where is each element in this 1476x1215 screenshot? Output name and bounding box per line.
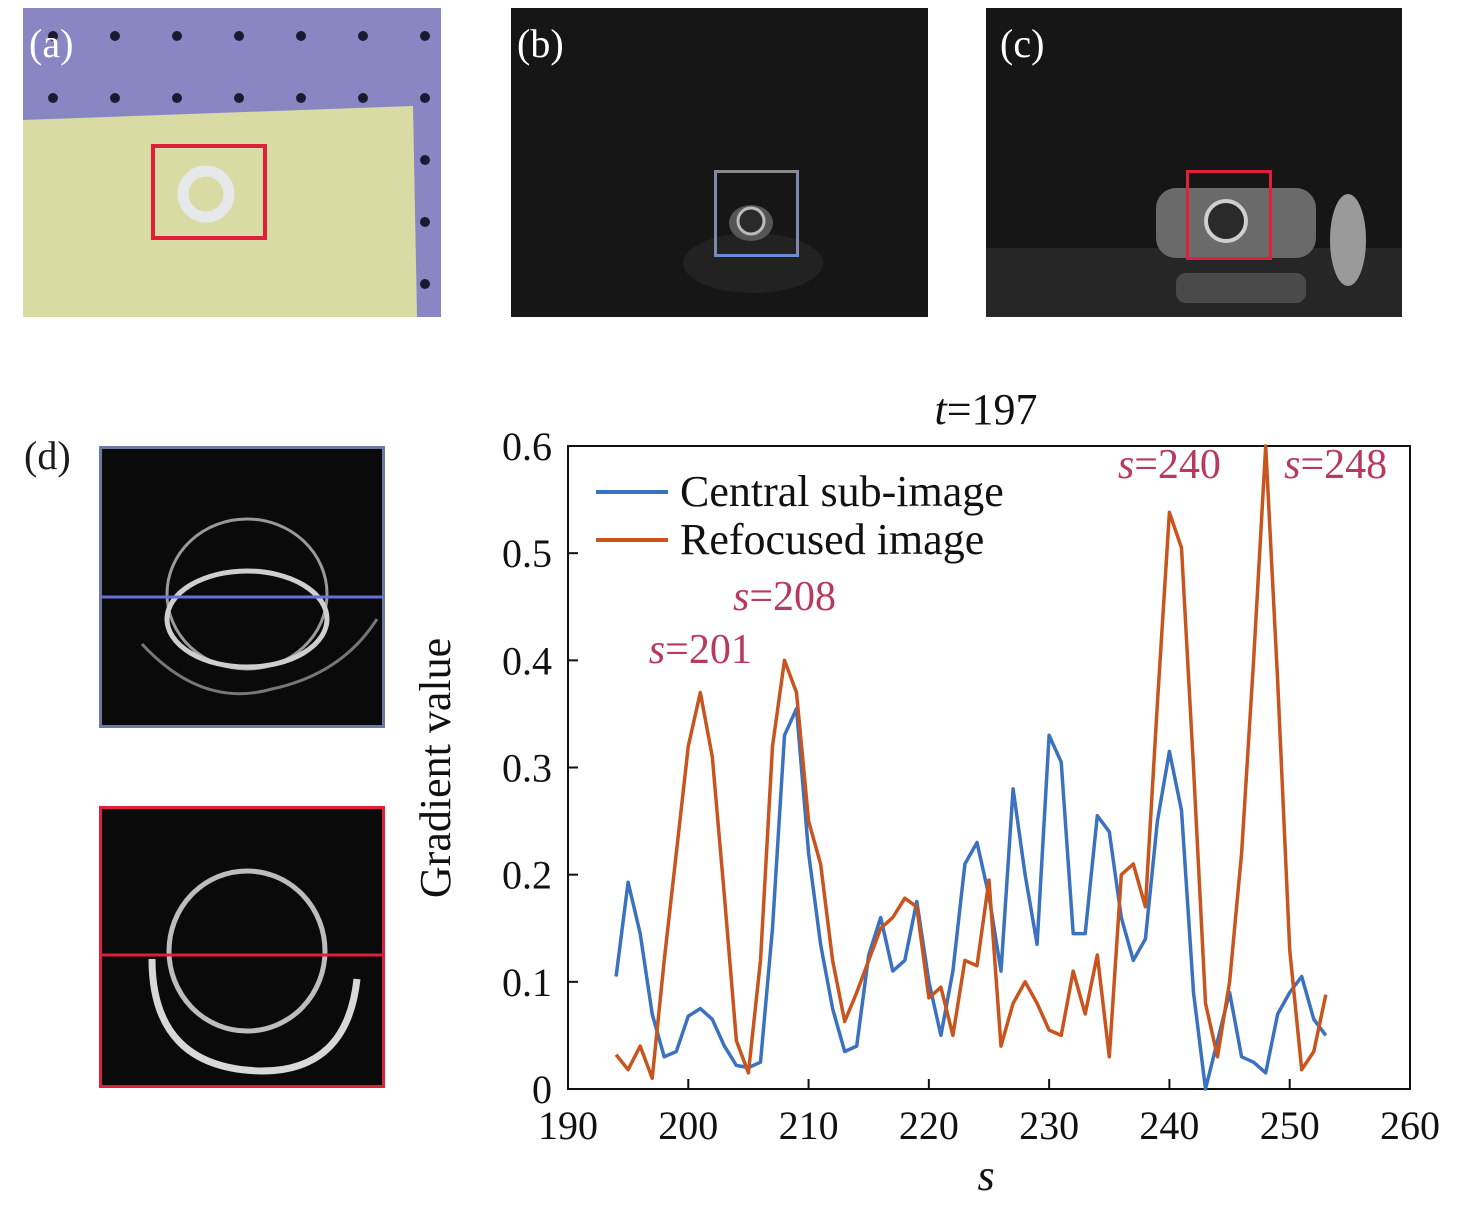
- panel-c-red-box: [1186, 170, 1272, 260]
- panel-a-label: (a): [29, 21, 74, 66]
- y-tick-label: 0.4: [502, 638, 552, 683]
- panel-b-box: [714, 170, 799, 257]
- legend: Central sub-image Refocused image: [596, 467, 1004, 564]
- panel-b-label: (b): [517, 21, 564, 66]
- legend-label-refocused: Refocused image: [680, 515, 984, 564]
- peak-annotation: s=201: [649, 627, 752, 673]
- panel-d-refocused-crop: [99, 806, 385, 1088]
- y-tick-label: 0.6: [502, 424, 552, 469]
- panel-c-image: (c): [986, 8, 1402, 317]
- x-tick-label: 260: [1380, 1103, 1440, 1148]
- ring-object: [177, 165, 235, 223]
- panel-a-red-box: [151, 144, 267, 240]
- series-line-refocused: [614, 444, 1328, 1081]
- y-tick-label: 0.1: [502, 960, 552, 1005]
- central-crop-scene: [102, 449, 382, 725]
- y-tick-label: 0.3: [502, 746, 552, 791]
- panel-c-scene: [986, 8, 1402, 317]
- x-tick-label: 250: [1260, 1103, 1320, 1148]
- y-tick-label: 0.5: [502, 531, 552, 576]
- panel-c-label: (c): [1000, 21, 1045, 66]
- x-tick-label: 240: [1139, 1103, 1199, 1148]
- refocused-crop-scene: [102, 809, 382, 1085]
- chart-title: t=197: [934, 385, 1037, 434]
- x-tick-label: 190: [538, 1103, 598, 1148]
- panel-b-image: (b): [511, 8, 928, 317]
- panel-b-scene: [511, 8, 928, 317]
- panel-a-photo: (a): [23, 8, 441, 317]
- peak-annotation: s=240: [1118, 442, 1221, 488]
- y-axis-label: Gradient value: [411, 638, 460, 898]
- legend-label-central: Central sub-image: [680, 467, 1004, 516]
- x-tick-label: 210: [779, 1103, 839, 1148]
- y-tick-label: 0: [532, 1067, 552, 1112]
- series-line-central: [614, 706, 1328, 1091]
- x-tick-label: 230: [1019, 1103, 1079, 1148]
- panel-d-label: (d): [24, 433, 71, 478]
- panel-d-central-crop: [99, 446, 385, 728]
- x-tick-label: 200: [658, 1103, 718, 1148]
- peak-annotation: s=248: [1284, 442, 1387, 488]
- y-tick-label: 0.2: [502, 853, 552, 898]
- x-tick-label: 220: [899, 1103, 959, 1148]
- peak-annotation: s=208: [733, 574, 836, 620]
- panel-a-image: [23, 8, 441, 317]
- x-axis-label: s: [977, 1151, 994, 1200]
